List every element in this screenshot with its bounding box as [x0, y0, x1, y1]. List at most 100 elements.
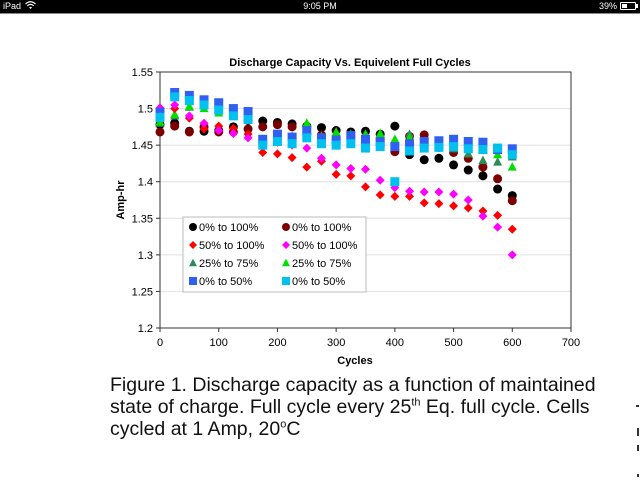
- data-point: [434, 142, 444, 152]
- data-point: [258, 134, 268, 144]
- data-point: [419, 143, 429, 153]
- legend-marker: [189, 241, 197, 249]
- legend-marker: [189, 223, 197, 231]
- data-point: [375, 190, 385, 200]
- page-edge-mark: [637, 474, 639, 477]
- data-point: [419, 198, 429, 208]
- legend-label: 25% to 75%: [292, 258, 352, 270]
- data-point: [228, 104, 238, 114]
- data-point: [478, 137, 488, 147]
- data-point: [287, 139, 297, 149]
- data-point: [272, 149, 282, 159]
- data-point: [170, 92, 180, 102]
- x-tick-label: 300: [327, 337, 345, 349]
- y-tick-label: 1.25: [132, 286, 153, 298]
- x-tick-label: 100: [210, 337, 228, 349]
- data-point: [493, 157, 503, 166]
- data-point: [478, 171, 488, 181]
- data-point: [228, 128, 238, 138]
- chart-title: Discharge Capacity Vs. Equivelent Full C…: [229, 57, 470, 69]
- data-point: [463, 136, 473, 146]
- y-tick-label: 1.3: [138, 250, 153, 262]
- data-point: [390, 177, 400, 187]
- y-tick-label: 1.4: [138, 177, 153, 189]
- x-tick-label: 400: [386, 337, 404, 349]
- caption-line-2: state of charge. Full cycle every 25th E…: [110, 396, 610, 418]
- data-point: [405, 186, 415, 196]
- data-point: [507, 196, 517, 206]
- status-bar-right: 39%: [599, 1, 638, 11]
- y-axis: 1.2 1.25 1.3 1.35 1.4 1.45 1.5 1.55: [132, 67, 160, 335]
- data-point: [434, 199, 444, 209]
- data-point: [199, 100, 209, 110]
- data-point: [243, 115, 253, 125]
- legend-label: 25% to 75%: [199, 258, 259, 270]
- data-point: [258, 122, 268, 132]
- legend-marker: [282, 277, 290, 285]
- battery-icon: [620, 2, 638, 10]
- data-point: [331, 169, 341, 179]
- data-point: [155, 127, 165, 137]
- data-point: [346, 139, 356, 149]
- data-point: [331, 140, 341, 150]
- data-point: [478, 145, 488, 155]
- data-point: [258, 140, 268, 150]
- data-point: [419, 155, 429, 165]
- data-point: [170, 100, 180, 110]
- data-point: [228, 111, 238, 121]
- page-edge-mark: [636, 405, 639, 407]
- data-point: [478, 211, 488, 221]
- y-tick-label: 1.45: [132, 140, 153, 152]
- x-tick-label: 200: [268, 337, 286, 349]
- data-point: [434, 136, 444, 146]
- y-tick-label: 1.5: [138, 104, 153, 116]
- legend-marker: [189, 277, 197, 285]
- data-point: [507, 250, 517, 260]
- data-point: [331, 127, 341, 136]
- data-point: [228, 123, 238, 133]
- data-point: [361, 182, 370, 192]
- data-point: [361, 143, 370, 153]
- legend-label: 50% to 100%: [292, 240, 358, 252]
- status-bar: iPad 9:05 PM 39%: [0, 0, 640, 13]
- data-point: [449, 134, 459, 144]
- caption-line-2-rest: Eq. full cycle. Cells: [420, 396, 590, 418]
- y-tick-label: 1.35: [132, 213, 153, 225]
- data-point: [272, 120, 282, 130]
- data-point: [405, 139, 415, 149]
- legend-marker: [282, 258, 290, 267]
- data-point: [184, 111, 194, 121]
- status-bar-left: iPad: [3, 1, 36, 11]
- y-axis-label: Amp-hr: [115, 180, 127, 220]
- data-point: [375, 142, 385, 152]
- data-point: [331, 135, 341, 145]
- page-edge-mark: [637, 445, 639, 451]
- data-point: [405, 191, 415, 201]
- data-point: [449, 201, 459, 211]
- data-point: [302, 162, 312, 172]
- legend-label: 0% to 50%: [199, 276, 252, 288]
- data-point: [346, 171, 356, 181]
- data-point: [463, 165, 473, 175]
- legend-label: 50% to 100%: [199, 240, 265, 252]
- data-point: [302, 118, 312, 127]
- data-point: [478, 162, 488, 172]
- caption-line-1: Figure 1. Discharge capacity as a functi…: [110, 374, 596, 396]
- data-point: [375, 128, 385, 138]
- data-point: [287, 132, 297, 142]
- data-point: [214, 98, 224, 108]
- y-tick-label: 1.2: [138, 323, 153, 335]
- data-point: [287, 153, 297, 163]
- data-point: [375, 175, 385, 185]
- data-point: [214, 105, 224, 115]
- data-point: [199, 95, 209, 105]
- data-point: [493, 184, 503, 194]
- legend-marker: [282, 241, 290, 249]
- caption-degree-sign: o: [280, 418, 287, 431]
- data-point: [184, 90, 194, 100]
- data-point: [390, 142, 400, 152]
- data-point: [199, 118, 209, 128]
- data-point: [507, 162, 517, 171]
- data-point: [272, 129, 282, 139]
- caption-superscript-th: th: [411, 396, 421, 409]
